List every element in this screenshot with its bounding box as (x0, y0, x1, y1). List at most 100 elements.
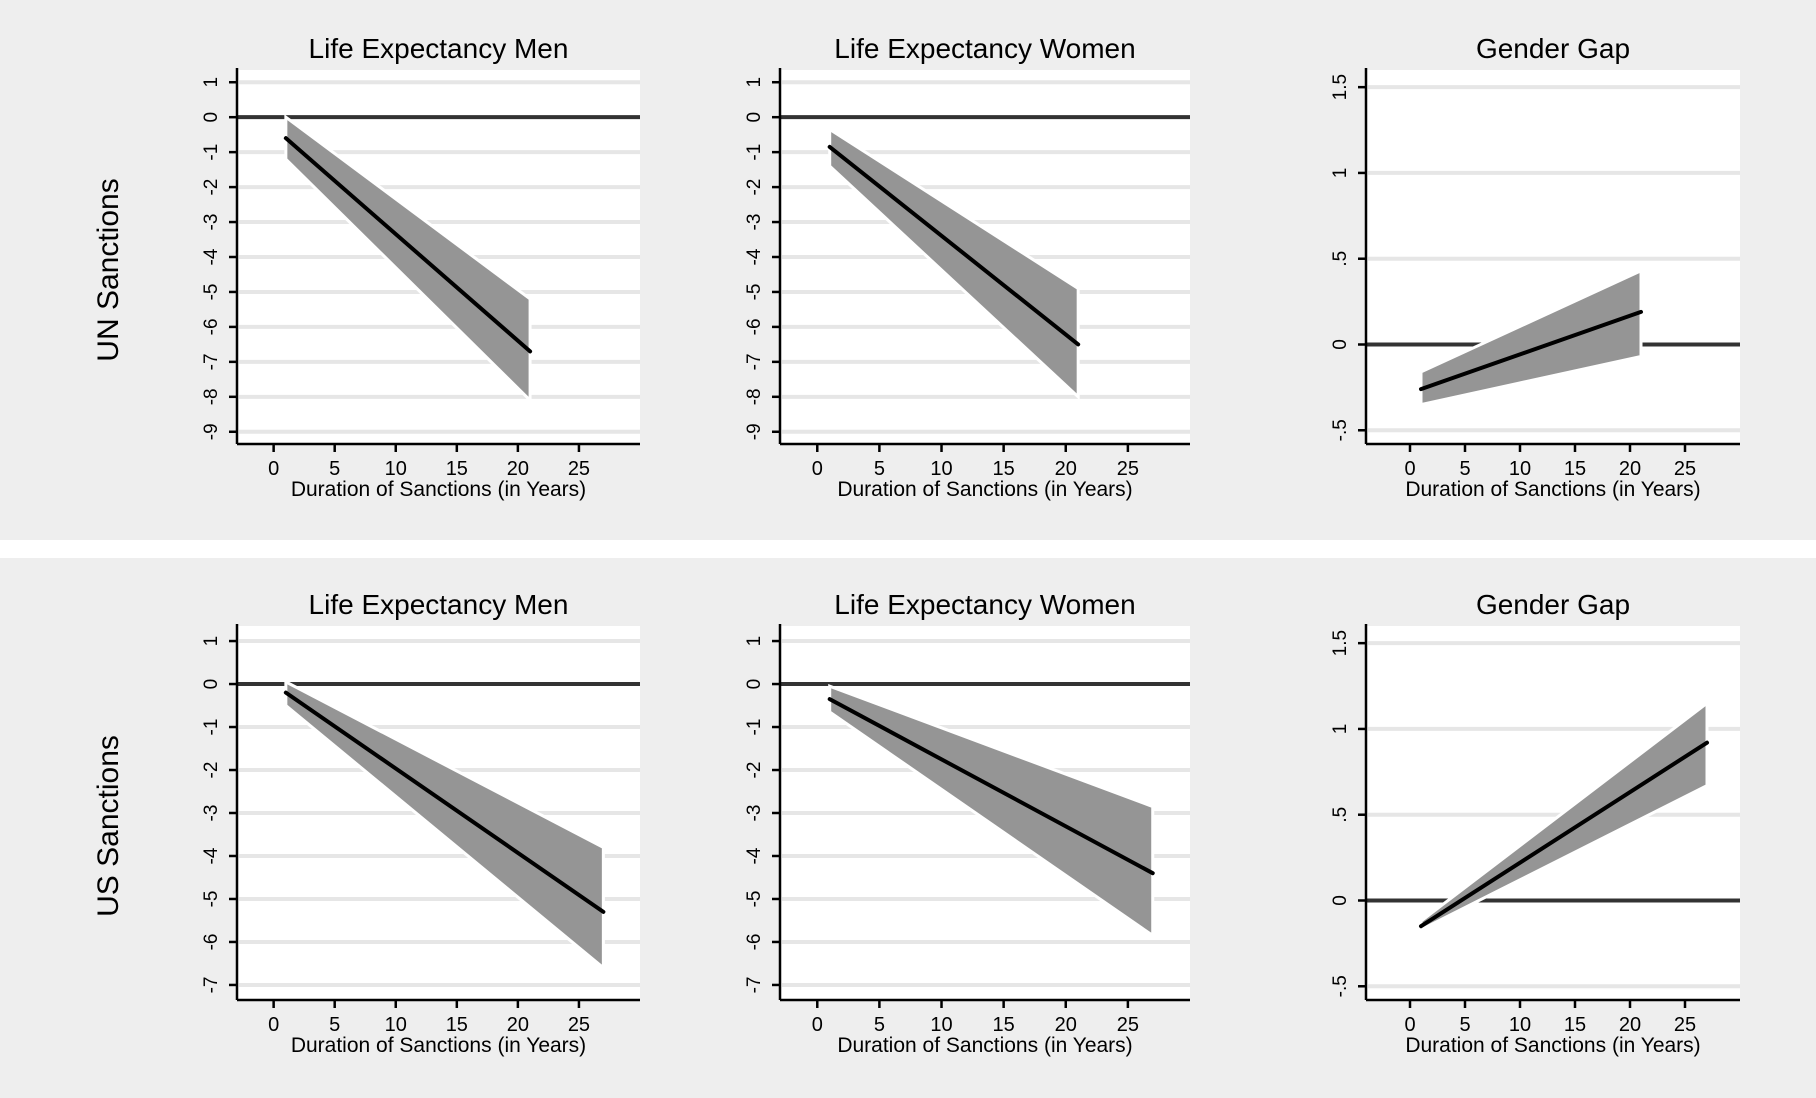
y-tick-label: 0 (744, 679, 765, 690)
x-tick-label: 10 (385, 458, 407, 480)
y-tick-label: 1 (201, 636, 222, 647)
y-tick-label: -3 (201, 214, 222, 231)
y-tick-label: -6 (744, 318, 765, 335)
y-tick-label: -4 (201, 847, 222, 864)
subplot-0-1: Life Expectancy Women10-1-2-3-4-5-6-7-8-… (744, 33, 1190, 501)
y-tick-label: -4 (201, 248, 222, 265)
y-tick-label: 1 (744, 77, 765, 88)
x-tick-label: 25 (1117, 458, 1139, 480)
x-axis-label: Duration of Sanctions (in Years) (1405, 1034, 1700, 1057)
x-tick-label: 10 (1509, 458, 1531, 480)
x-tick-label: 10 (385, 1014, 407, 1036)
y-tick-label: -2 (201, 179, 222, 196)
y-tick-label: -2 (744, 179, 765, 196)
x-tick-label: 0 (268, 1014, 279, 1036)
estimate-line (827, 697, 1155, 876)
x-tick-label: 0 (812, 1014, 823, 1036)
x-tick-label: 0 (1404, 1014, 1415, 1036)
estimate-line (1419, 309, 1643, 392)
y-tick-label: -2 (744, 762, 765, 779)
y-tick-label: -4 (744, 248, 765, 265)
x-tick-label: 5 (1459, 458, 1470, 480)
x-tick-label: 20 (1619, 1014, 1641, 1036)
x-tick-label: 15 (1564, 1014, 1586, 1036)
y-tick-label: -7 (201, 353, 222, 370)
y-tick-label: -7 (744, 977, 765, 994)
y-tick-label: -2 (201, 762, 222, 779)
x-tick-label: 20 (1055, 458, 1077, 480)
y-tick-label: -6 (744, 934, 765, 951)
y-tick-label: -6 (201, 934, 222, 951)
y-tick-label: -4 (744, 847, 765, 864)
y-tick-label: -7 (744, 353, 765, 370)
y-tick-label: -1 (201, 719, 222, 736)
y-tick-label: -5 (744, 891, 765, 908)
y-tick-label: 1 (1330, 168, 1351, 179)
y-tick-label: 1 (201, 77, 222, 88)
subplot-title: Life Expectancy Women (834, 33, 1135, 64)
row-label: US Sanctions (92, 735, 125, 917)
subplot-title: Gender Gap (1476, 33, 1630, 64)
subplot-title: Life Expectancy Men (309, 33, 569, 64)
x-tick-label: 10 (930, 458, 952, 480)
subplot-title: Gender Gap (1476, 589, 1630, 620)
x-tick-label: 20 (1055, 1014, 1077, 1036)
y-tick-label: -3 (744, 805, 765, 822)
y-tick-label: 1 (744, 636, 765, 647)
y-tick-label: -.5 (1330, 975, 1351, 997)
y-tick-label: -3 (201, 805, 222, 822)
x-axis-label: Duration of Sanctions (in Years) (291, 1034, 586, 1057)
estimate-line (1419, 740, 1709, 929)
y-tick-label: -1 (744, 144, 765, 161)
subplot-0-0: Life Expectancy Men10-1-2-3-4-5-6-7-8-90… (201, 33, 640, 501)
x-axis-label: Duration of Sanctions (in Years) (291, 478, 586, 501)
y-tick-label: -1 (201, 144, 222, 161)
x-tick-label: 25 (1674, 1014, 1696, 1036)
x-tick-label: 5 (329, 1014, 340, 1036)
estimate-line (827, 144, 1081, 347)
y-tick-label: -3 (744, 214, 765, 231)
y-tick-label: 1.5 (1330, 630, 1351, 656)
subplot-title: Life Expectancy Men (309, 589, 569, 620)
y-tick-label: .5 (1330, 251, 1351, 267)
y-tick-label: 0 (744, 112, 765, 123)
x-tick-label: 20 (507, 458, 529, 480)
estimate-line (283, 136, 533, 354)
x-tick-label: 10 (930, 1014, 952, 1036)
x-tick-label: 15 (446, 1014, 468, 1036)
y-tick-label: -8 (201, 388, 222, 405)
x-tick-label: 20 (507, 1014, 529, 1036)
estimate-line (283, 690, 606, 914)
y-tick-label: -8 (744, 388, 765, 405)
x-tick-label: 25 (568, 1014, 590, 1036)
y-tick-label: -5 (201, 891, 222, 908)
x-tick-label: 0 (268, 458, 279, 480)
subplot-title: Life Expectancy Women (834, 589, 1135, 620)
x-tick-label: 15 (1564, 458, 1586, 480)
x-tick-label: 10 (1509, 1014, 1531, 1036)
y-tick-label: -.5 (1330, 419, 1351, 441)
y-tick-label: -6 (201, 318, 222, 335)
x-tick-label: 5 (874, 1014, 885, 1036)
x-tick-label: 5 (1459, 1014, 1470, 1036)
y-tick-label: -5 (744, 284, 765, 301)
y-tick-label: 0 (1330, 339, 1351, 350)
y-tick-label: -7 (201, 977, 222, 994)
x-tick-label: 15 (993, 458, 1015, 480)
confidence-band (284, 679, 605, 971)
y-tick-label: -1 (744, 719, 765, 736)
x-axis-label: Duration of Sanctions (in Years) (1405, 478, 1700, 501)
y-tick-label: 1 (1330, 724, 1351, 735)
y-tick-label: .5 (1330, 807, 1351, 823)
y-tick-label: -9 (201, 423, 222, 440)
y-tick-label: 0 (201, 112, 222, 123)
x-tick-label: 5 (329, 458, 340, 480)
y-tick-label: -5 (201, 284, 222, 301)
x-axis-label: Duration of Sanctions (in Years) (837, 1034, 1132, 1057)
row-label: UN Sanctions (92, 178, 125, 361)
